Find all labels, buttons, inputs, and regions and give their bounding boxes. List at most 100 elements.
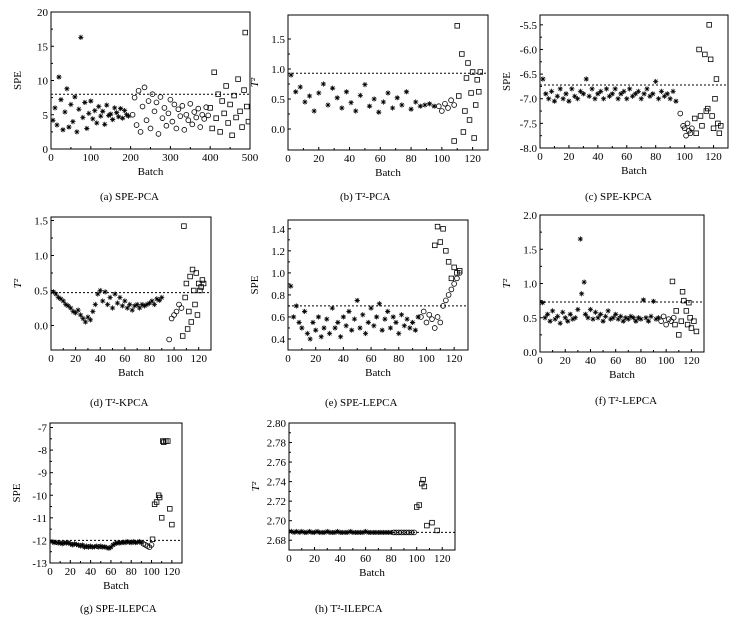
normal-point <box>548 88 555 94</box>
normal-point <box>84 125 90 132</box>
normal-point <box>385 90 391 96</box>
y-tick-label: -7 <box>38 423 48 435</box>
x-tick-label: 60 <box>360 553 372 565</box>
normal-point <box>644 86 650 92</box>
fault2-point <box>156 494 163 501</box>
fault2-point <box>469 69 476 75</box>
fault2-point <box>718 123 724 129</box>
normal-point <box>78 34 84 40</box>
x-tick-label: 500 <box>242 152 259 164</box>
normal-point <box>296 529 302 536</box>
fault-point <box>178 305 185 311</box>
normal-point <box>107 294 113 301</box>
normal-point <box>338 334 344 340</box>
fault2-point <box>696 46 702 53</box>
normal-point <box>154 296 160 302</box>
y-tick-label: 2.68 <box>267 535 287 547</box>
fault2-point <box>231 92 237 99</box>
normal-point <box>139 301 145 308</box>
x-axis-label: Batch <box>609 369 635 381</box>
normal-point <box>552 316 558 322</box>
x-tick-label: 20 <box>560 355 572 367</box>
fault2-point <box>688 325 695 331</box>
normal-point <box>592 96 598 102</box>
x-tick-label: 120 <box>464 153 481 165</box>
fault2-point <box>194 312 201 318</box>
x-tick-label: 0 <box>285 153 291 165</box>
normal-point <box>120 539 126 545</box>
normal-point <box>633 318 639 324</box>
normal-point <box>146 300 153 306</box>
normal-point <box>128 540 134 546</box>
normal-point <box>566 98 572 104</box>
normal-point <box>104 102 110 108</box>
fault-point <box>203 104 210 111</box>
normal-point <box>100 298 106 304</box>
x-tick-label: 40 <box>585 355 597 367</box>
normal-point <box>408 106 414 112</box>
x-tick-label: 40 <box>335 553 347 565</box>
normal-point <box>560 309 566 315</box>
x-tick-label: 0 <box>47 566 53 578</box>
normal-point <box>325 102 331 108</box>
panel-spe-kpca: 0 20 40 60 80 100 120 -8.0 -7.5 -7.0 -6.5 -6.0 -5.5 B… <box>501 14 729 203</box>
normal-point <box>641 91 647 97</box>
fault2-point <box>477 69 484 75</box>
fault-point <box>181 127 188 133</box>
fault2-point <box>229 132 235 138</box>
normal-point <box>540 300 546 306</box>
y-tick-label: 2.78 <box>267 438 287 450</box>
y-axis-label: SPE <box>11 483 23 502</box>
fault-point <box>133 122 140 128</box>
normal-point <box>62 109 68 115</box>
panel-spe-ilepca: 0 20 40 60 80 100 120 -13 -12 -11 -10 -9 -8 -7 Batch SP… <box>11 422 183 615</box>
normal-point <box>120 115 126 121</box>
fault-point <box>173 125 180 132</box>
fault-point <box>131 94 138 101</box>
fault2-point <box>456 93 462 99</box>
normal-point <box>590 316 596 322</box>
x-tick-label: 120 <box>164 566 181 578</box>
fault-point <box>167 96 174 103</box>
fault2-point <box>448 275 455 282</box>
fault2-point <box>200 280 207 287</box>
normal-point <box>606 93 613 99</box>
panel-t2-pca: 0 20 40 60 80 100 120 0.0 0.5 1.0 1.5 Batch T² (b) T²… <box>249 14 489 203</box>
y-tick-label: -8.0 <box>520 143 538 155</box>
normal-point <box>304 330 310 337</box>
normal-point <box>330 85 336 91</box>
fault2-point <box>463 75 470 81</box>
normal-point <box>404 316 410 322</box>
normal-point <box>110 116 116 123</box>
normal-point <box>126 539 132 545</box>
fault2-point <box>440 226 446 232</box>
normal-point <box>60 127 66 133</box>
normal-point <box>597 311 604 317</box>
normal-point <box>595 315 601 321</box>
y-tick-label: -7.5 <box>520 118 538 130</box>
fault2-point <box>235 76 241 82</box>
normal-point <box>628 313 634 319</box>
normal-point <box>615 316 621 322</box>
fault-point <box>175 106 182 113</box>
normal-point <box>610 315 616 321</box>
x-axis-label: Batch <box>359 567 385 579</box>
normal-point <box>623 315 629 321</box>
fault-point <box>411 529 417 536</box>
fault-point <box>442 101 448 107</box>
normal-point <box>55 540 61 546</box>
normal-point <box>129 307 135 313</box>
fault2-point <box>191 287 197 294</box>
fault-point <box>451 281 457 287</box>
fault-point <box>429 316 435 322</box>
normal-point <box>57 540 63 546</box>
normal-point <box>592 309 599 315</box>
fault2-point <box>474 77 480 83</box>
x-tick-label: 100 <box>143 566 160 578</box>
normal-point <box>580 91 586 97</box>
normal-point <box>620 318 626 324</box>
x-tick-label: 80 <box>635 355 647 367</box>
fault2-point <box>225 120 231 126</box>
y-tick-label: 0.0 <box>34 321 48 333</box>
normal-point <box>655 96 662 102</box>
